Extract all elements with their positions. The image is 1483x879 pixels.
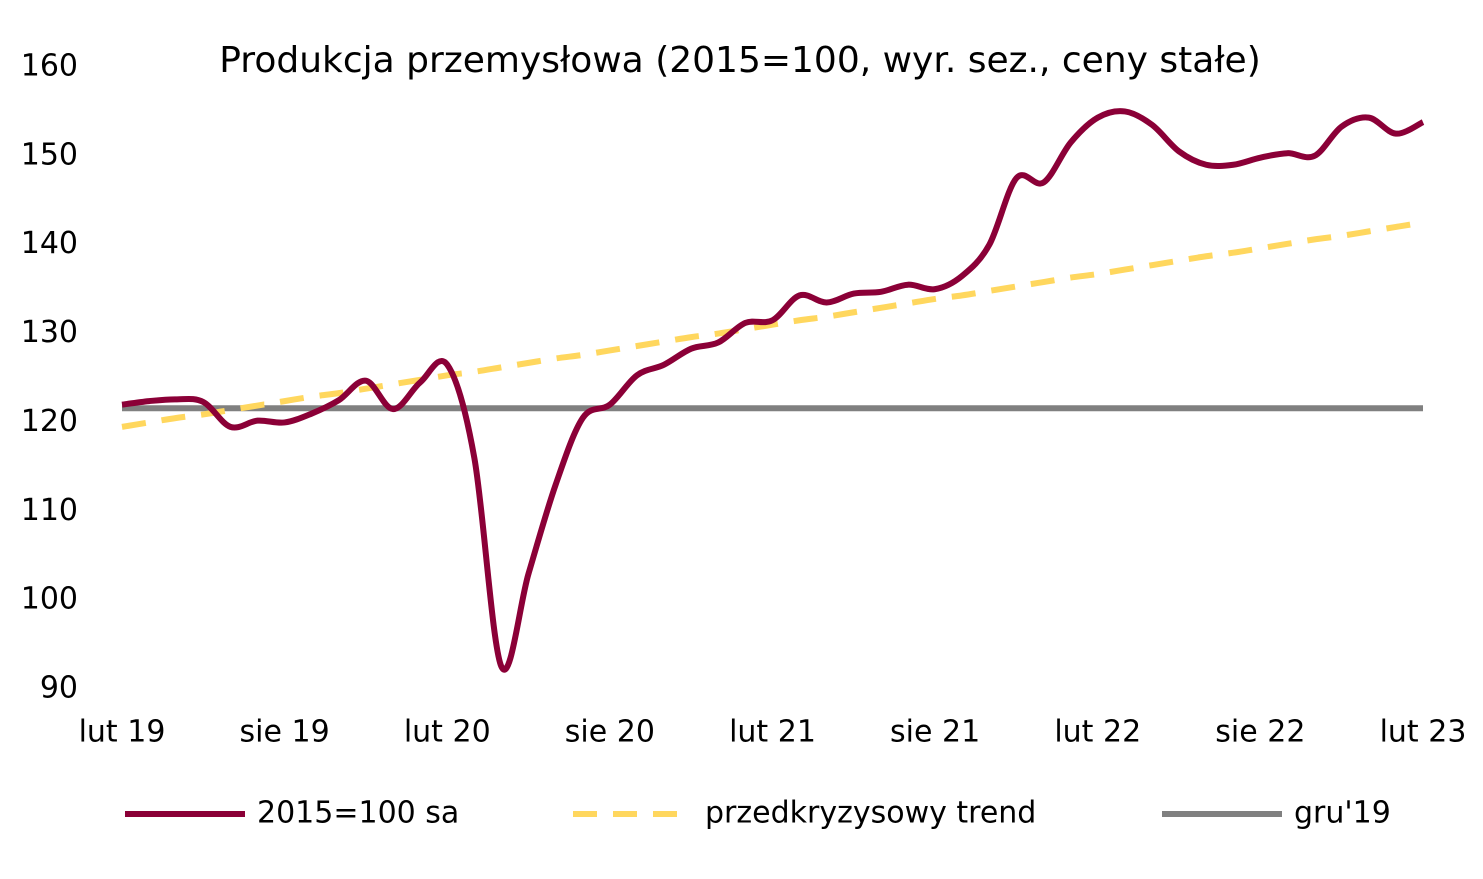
x-tick-label: sie 20 (565, 715, 655, 750)
x-tick-label: sie 22 (1215, 715, 1305, 750)
y-tick-label: 140 (21, 226, 78, 261)
legend-label: 2015=100 sa (257, 796, 459, 831)
x-tick-label: sie 21 (890, 715, 980, 750)
y-tick-label: 120 (21, 404, 78, 439)
y-tick-label: 150 (21, 137, 78, 172)
y-tick-label: 90 (40, 671, 78, 706)
y-tick-label: 130 (21, 315, 78, 350)
x-tick-label: lut 19 (79, 715, 166, 750)
legend-label: przedkryzysowy trend (705, 796, 1036, 831)
x-tick-label: lut 23 (1380, 715, 1467, 750)
x-tick-label: lut 21 (729, 715, 816, 750)
y-tick-label: 110 (21, 493, 78, 528)
x-tick-label: sie 19 (240, 715, 330, 750)
y-tick-label: 100 (21, 582, 78, 617)
series-line (121, 108, 1425, 673)
chart-title: Produkcja przemysłowa (2015=100, wyr. se… (219, 40, 1261, 81)
x-tick-label: lut 20 (404, 715, 491, 750)
legend-label: gru'19 (1294, 796, 1391, 831)
y-tick-label: 160 (21, 49, 78, 84)
x-tick-label: lut 22 (1054, 715, 1141, 750)
series-line (121, 219, 1424, 430)
